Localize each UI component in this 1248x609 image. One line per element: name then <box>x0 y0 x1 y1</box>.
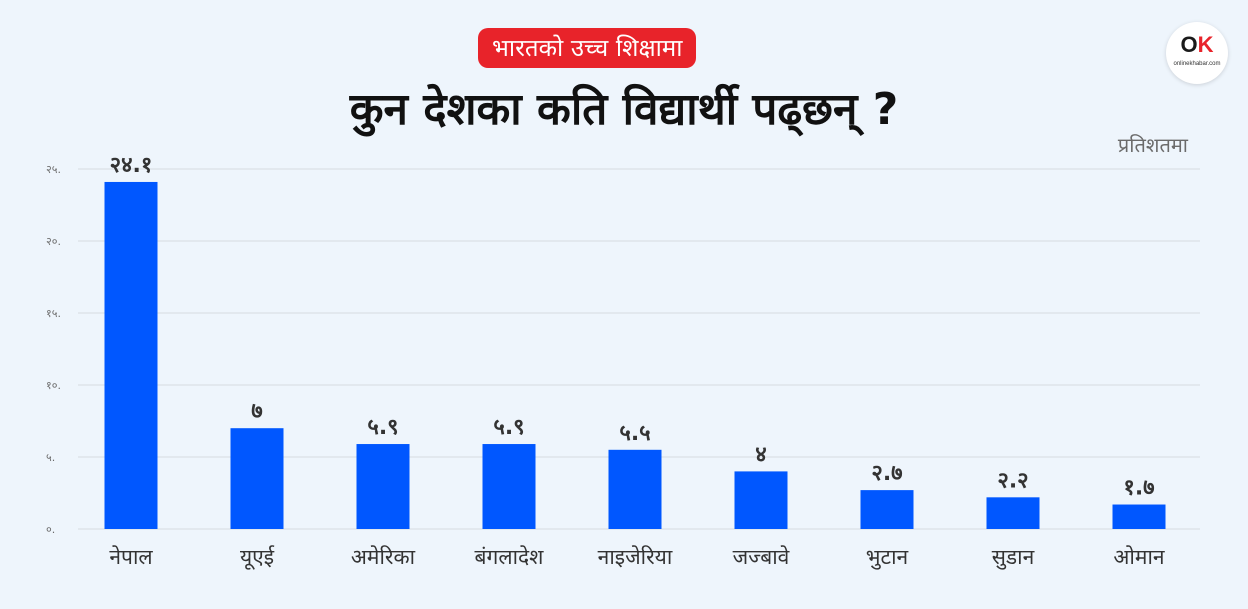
x-tick-label: ओमान <box>1113 545 1164 569</box>
x-tick-label: भुटान <box>866 545 909 570</box>
x-tick-label: नाइजेरिया <box>598 545 673 569</box>
x-tick-label: नेपाल <box>109 545 153 569</box>
bar <box>482 444 536 529</box>
y-tick-label: ०. <box>46 523 55 536</box>
bar <box>104 181 158 529</box>
y-tick-label: २५. <box>46 163 61 176</box>
y-tick-label: २०. <box>46 235 61 248</box>
x-tick-label: अमेरिका <box>351 545 416 569</box>
data-label: २.२ <box>997 468 1028 493</box>
x-tick-label: सुडान <box>992 545 1035 570</box>
data-label: ७ <box>251 399 262 424</box>
data-label: २.७ <box>871 461 902 486</box>
bar <box>608 449 662 529</box>
bar <box>860 490 914 529</box>
subtitle-badge: भारतको उच्च शिक्षामा <box>478 28 697 68</box>
bar <box>230 428 284 529</box>
y-tick-label: ५. <box>46 451 55 464</box>
logo-subtext: onlinekhabar.com <box>1173 61 1221 67</box>
data-label: १.७ <box>1123 476 1154 501</box>
data-label: ५.५ <box>619 421 650 446</box>
data-label: ५.९ <box>367 415 398 440</box>
logo-mark: OK <box>1180 32 1214 57</box>
bar <box>986 497 1040 529</box>
x-tick-label: यूएई <box>240 545 275 570</box>
x-tick-label: बंगलादेश <box>475 545 545 569</box>
bar <box>734 471 788 529</box>
onlinekhabar-logo[interactable]: OK onlinekhabar.com <box>1166 22 1228 84</box>
chart-title: कुन देशका कति विद्यार्थी पढ्छन् ? <box>349 84 899 135</box>
data-label: २४.१ <box>110 153 153 178</box>
unit-label: प्रतिशतमा <box>1117 133 1188 157</box>
y-tick-label: १०. <box>46 379 61 392</box>
data-label: ५.९ <box>493 415 524 440</box>
data-label: ४ <box>755 442 766 467</box>
bar <box>356 444 410 529</box>
y-tick-label: १५. <box>46 307 61 320</box>
x-tick-label: जज्बावे <box>733 545 790 569</box>
bar <box>1112 504 1166 529</box>
